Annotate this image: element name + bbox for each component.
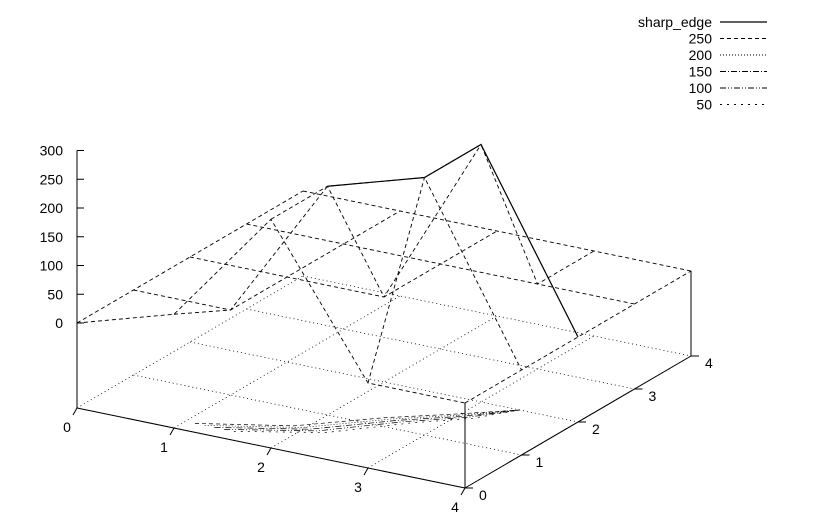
y-tick-label: 0	[479, 487, 487, 503]
surface-line-x	[464, 270, 692, 404]
x-tick	[72, 407, 78, 416]
y-tick-label: 1	[536, 454, 544, 470]
y-tick-label: 4	[705, 355, 713, 371]
base-grid	[76, 275, 692, 489]
y-tick-label: 3	[649, 388, 657, 404]
surface-line-x	[270, 185, 498, 298]
contour-line-150	[214, 409, 520, 430]
contour-lines	[194, 409, 520, 433]
surface-line-y	[189, 143, 579, 338]
grid-line-x	[173, 295, 401, 429]
grid-line-y	[133, 374, 522, 456]
legend-label: 50	[696, 97, 712, 113]
legend-label: 250	[689, 31, 713, 47]
surface-line-y	[76, 218, 466, 404]
contour-line-200	[204, 409, 520, 428]
x-tick-label: 0	[63, 419, 71, 435]
z-tick-label: 300	[40, 143, 64, 159]
surface-line-y	[246, 223, 635, 305]
x-tick	[460, 487, 466, 496]
tick-labels: 0 50 100 150 200 250 300 0 1 2 3 4 0 1 2 3 4	[40, 143, 713, 516]
x-tick-label: 2	[257, 459, 265, 475]
surface-line-y	[302, 190, 692, 272]
x-tick	[169, 427, 175, 436]
contour-line-50	[233, 409, 520, 433]
surface-mesh	[76, 143, 692, 404]
z-tick-label: 0	[55, 315, 63, 331]
z-tick-label: 100	[40, 258, 64, 274]
contour-line-250	[194, 409, 520, 427]
x-tick-label: 3	[354, 479, 362, 495]
legend-label: 200	[689, 47, 713, 63]
surface-line-x	[173, 210, 401, 315]
z-tick-label: 150	[40, 229, 64, 245]
legend-label: 100	[689, 80, 713, 96]
x-tick	[363, 467, 369, 476]
surface-line-y	[133, 177, 522, 371]
axes	[72, 150, 699, 496]
contour-line-100	[224, 409, 520, 432]
z-tick-label: 200	[40, 200, 64, 216]
surface-line-x	[76, 190, 304, 324]
surface-line-x	[367, 143, 595, 384]
x-tick-label: 4	[451, 499, 459, 515]
y-tick-label: 2	[592, 421, 600, 437]
sharp-edge-line	[327, 143, 579, 338]
x-tick	[266, 447, 272, 456]
legend-label: 150	[689, 64, 713, 80]
z-tick-label: 50	[47, 286, 63, 302]
grid-line-x	[367, 335, 595, 469]
x-tick-label: 1	[160, 439, 168, 455]
legend-label: sharp_edge	[638, 14, 712, 30]
grid-line-x	[270, 315, 498, 449]
z-tick-label: 250	[40, 171, 64, 187]
